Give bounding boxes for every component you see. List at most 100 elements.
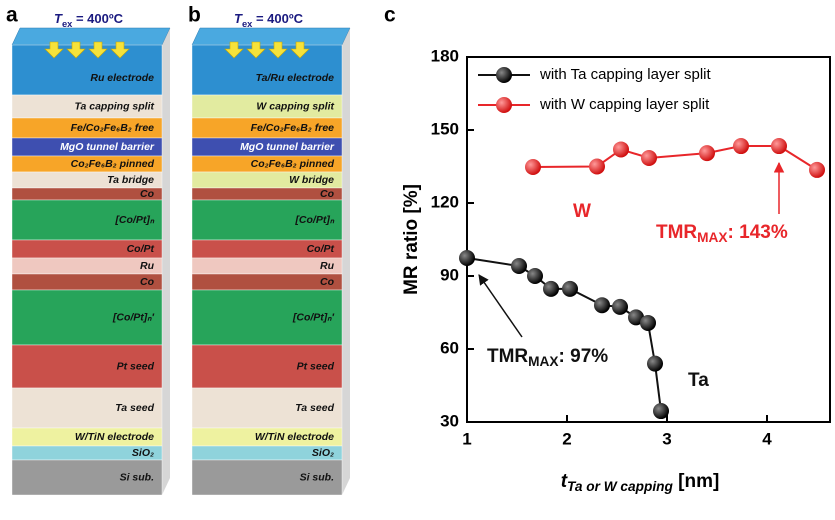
layer-label: Ru electrode [90, 72, 154, 84]
series-line [466, 257, 662, 412]
stack-top [11, 27, 171, 46]
x-tick-label: 3 [662, 429, 671, 448]
text-rest: : 143% [728, 222, 788, 243]
layer-label: [Co/Pt]ₙ [114, 214, 154, 226]
data-point [459, 249, 475, 266]
layer-label: Ta capping split [74, 100, 154, 112]
layer-label: Ta/Ru electrode [256, 72, 335, 84]
y-tick-label: 180 [431, 46, 459, 65]
text-main: T [54, 11, 63, 26]
layer-label: W bridge [289, 174, 334, 186]
y-axis-label: MR ratio [%] [401, 184, 422, 295]
layer-label: Co₂Fe₆B₂ pinned [71, 158, 155, 170]
legend-marker [496, 97, 512, 113]
layer-label: Co [320, 276, 335, 288]
arrow-icon [88, 41, 108, 59]
data-point [653, 403, 669, 420]
y-tick-label: 60 [440, 338, 459, 357]
data-point [525, 158, 541, 175]
layer-label: Ta bridge [107, 174, 154, 186]
legend-label: with W capping layer split [539, 96, 710, 113]
data-point [771, 138, 787, 155]
plot-frame [466, 56, 831, 423]
data-point [641, 149, 657, 166]
layer-label: Fe/Co₂Fe₆B₂ free [251, 122, 335, 134]
data-point [527, 268, 543, 284]
rich-text: TMRMAX: 143% [656, 222, 788, 245]
x-tick-label: 1 [462, 429, 471, 448]
arrow-icon [224, 41, 244, 59]
y-tick-label: 90 [440, 265, 459, 284]
layer-label: W/TiN electrode [75, 431, 154, 443]
text-sub: ex [242, 19, 253, 29]
layer [11, 199, 163, 241]
layer-label: Ru [320, 260, 335, 272]
layer-label: W capping split [256, 100, 334, 112]
layer-label: SiO₂ [312, 447, 334, 459]
stack-top [191, 27, 351, 46]
data-point [699, 145, 715, 162]
layer [11, 459, 163, 496]
rich-text: Tex = 400ºC [234, 11, 304, 29]
layer-label: [Co/Pt]ₙ′ [112, 311, 155, 323]
y-tick-label: 150 [431, 119, 459, 138]
layer-label: [Co/Pt]ₙ′ [292, 311, 335, 323]
stack-side [162, 28, 170, 495]
data-point [640, 314, 656, 331]
layer-label: Co [140, 188, 155, 200]
data-point [589, 158, 605, 175]
text-rest: : 97% [559, 346, 609, 367]
layer-label: Co/Pt [307, 243, 335, 255]
layer [191, 387, 343, 429]
text-sub: MAX [697, 230, 727, 245]
layer [191, 44, 343, 96]
text-sub: ex [62, 19, 73, 29]
layer [11, 344, 163, 389]
stack-side [342, 28, 350, 495]
x-tick-label: 2 [562, 429, 571, 448]
data-point [543, 280, 559, 297]
layer-label: MgO tunnel barrier [240, 141, 335, 153]
legend-marker [496, 67, 512, 83]
data-point [511, 258, 527, 275]
arrow-icon [246, 41, 266, 59]
panel-label: c [384, 4, 396, 27]
arrow-icon [44, 41, 64, 59]
data-point [594, 297, 610, 314]
rich-text: Tex = 400ºC [54, 11, 124, 29]
y-tick-label: 30 [440, 411, 459, 430]
layer-label: [Co/Pt]ₙ [294, 214, 334, 226]
layer-label: Co [320, 188, 335, 200]
layer [191, 199, 343, 241]
data-point [612, 298, 628, 315]
text-main: TMR [656, 222, 697, 243]
layer-label: Si sub. [120, 471, 155, 483]
text-sub: MAX [528, 354, 558, 369]
layer [191, 459, 343, 496]
arrow-icon [110, 41, 130, 59]
x-tick-label: 4 [762, 429, 772, 448]
layer-label: Co₂Fe₆B₂ pinned [251, 158, 335, 170]
data-point [733, 138, 749, 155]
layer-label: Ta seed [115, 402, 154, 414]
arrow-icon [66, 41, 86, 59]
arrow-icon [268, 41, 288, 59]
layer [191, 344, 343, 389]
rich-text: tTa or W capping [nm] [561, 471, 720, 494]
layer [191, 289, 343, 346]
layer-label: Co/Pt [127, 243, 155, 255]
data-point [809, 161, 825, 178]
data-point [562, 280, 578, 297]
arrow-icon [290, 41, 310, 59]
data-point [628, 309, 644, 326]
layer [11, 44, 163, 96]
annotation-arrow [478, 274, 523, 338]
panel-label: b [188, 4, 201, 27]
layer-label: Pt seed [297, 360, 335, 372]
layer-label: SiO₂ [132, 447, 154, 459]
text-sub: Ta or W capping [567, 479, 673, 494]
text-main: W [573, 201, 591, 222]
y-tick-label: 120 [431, 192, 459, 211]
text-rest: = 400ºC [72, 11, 123, 26]
